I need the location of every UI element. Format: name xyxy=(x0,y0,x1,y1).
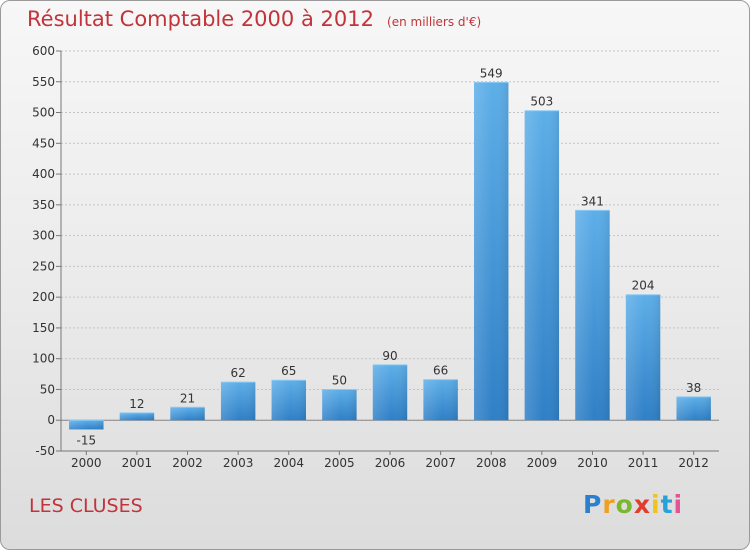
x-tick-label: 2004 xyxy=(273,456,304,470)
bar-shade xyxy=(372,364,408,421)
data-label: 503 xyxy=(530,95,553,109)
x-tick-label: 2000 xyxy=(71,456,102,470)
x-tick-label: 2011 xyxy=(628,456,659,470)
bar-shade xyxy=(220,382,256,421)
y-tick-label: 200 xyxy=(32,290,55,304)
bar-shade xyxy=(524,110,560,421)
data-label: 341 xyxy=(581,194,604,208)
data-label: 65 xyxy=(281,364,296,378)
data-label: 38 xyxy=(686,381,701,395)
y-tick-label: -50 xyxy=(35,444,55,458)
y-tick-label: 0 xyxy=(47,413,55,427)
x-tick-label: 2008 xyxy=(476,456,507,470)
data-label: -15 xyxy=(77,433,97,447)
data-label: 50 xyxy=(332,373,347,387)
y-tick-label: 250 xyxy=(32,259,55,273)
x-tick-label: 2003 xyxy=(223,456,254,470)
bar-shade xyxy=(676,396,711,421)
y-tick-label: 100 xyxy=(32,352,55,366)
bars xyxy=(69,81,711,430)
chart-subtitle: (en milliers d'€) xyxy=(387,15,482,29)
y-tick-label: 550 xyxy=(32,75,55,89)
y-tick-label: 400 xyxy=(32,167,55,181)
labels: -50050100150200250300350400450500550600-… xyxy=(32,44,709,470)
location-label: LES CLUSES xyxy=(29,495,143,517)
y-tick-label: 600 xyxy=(32,44,55,58)
bar-shade xyxy=(322,389,357,421)
bar-shade xyxy=(69,420,104,430)
x-tick-label: 2001 xyxy=(122,456,153,470)
x-tick-label: 2005 xyxy=(324,456,355,470)
x-tick-label: 2007 xyxy=(425,456,456,470)
data-label: 204 xyxy=(632,279,655,293)
bar-shade xyxy=(474,82,509,421)
x-tick-label: 2006 xyxy=(375,456,406,470)
data-label: 549 xyxy=(480,66,503,80)
x-tick-label: 2002 xyxy=(172,456,203,470)
bar-shade xyxy=(170,407,205,421)
y-tick-label: 50 xyxy=(40,382,55,396)
y-tick-label: 500 xyxy=(32,106,55,120)
y-tick-label: 350 xyxy=(32,198,55,212)
proxiti-logo: Proxiti xyxy=(583,490,684,519)
chart-title: Résultat Comptable 2000 à 2012 xyxy=(27,7,374,31)
bar-shade xyxy=(625,294,661,421)
bar-shade xyxy=(119,412,155,421)
bar-shade xyxy=(271,380,306,421)
data-label: 66 xyxy=(433,364,448,378)
x-tick-label: 2009 xyxy=(527,456,558,470)
data-label: 21 xyxy=(180,391,195,405)
data-label: 62 xyxy=(231,366,246,380)
y-tick-label: 150 xyxy=(32,321,55,335)
title-block: Résultat Comptable 2000 à 2012 (en milli… xyxy=(27,7,481,31)
y-tick-label: 450 xyxy=(32,136,55,150)
y-tick-label: 300 xyxy=(32,229,55,243)
x-tick-label: 2012 xyxy=(678,456,709,470)
bar-shade xyxy=(575,210,610,421)
data-label: 90 xyxy=(382,349,397,363)
data-label: 12 xyxy=(129,397,144,411)
bar-shade xyxy=(423,379,458,421)
x-tick-label: 2010 xyxy=(577,456,608,470)
